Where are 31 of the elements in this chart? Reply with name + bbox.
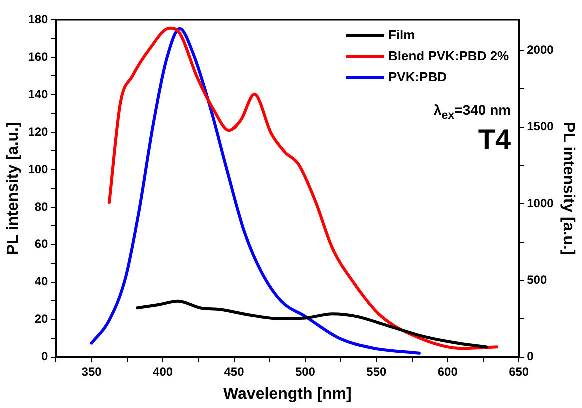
y-tick-label: 160 <box>28 50 49 64</box>
y-tick-label: 20 <box>34 312 49 326</box>
y-tick-label: 120 <box>28 124 49 139</box>
x-tick-label: 550 <box>366 364 388 379</box>
y-tick-label: 40 <box>34 274 49 289</box>
y-tick-label: 80 <box>34 200 49 214</box>
x-tick-label: 350 <box>82 364 102 379</box>
line-series <box>136 300 488 349</box>
y-tick-label: 60 <box>34 237 49 252</box>
legend-label: PVK:PBD <box>388 70 447 85</box>
y2-tick-label: 500 <box>527 273 548 288</box>
y2-axis-title: PL intensity [a.u.] <box>560 122 577 256</box>
legend-label: Blend PVK:PBD 2% <box>388 48 510 64</box>
y2-tick-label: 2000 <box>527 42 554 57</box>
x-tick-label: 600 <box>438 364 458 379</box>
y2-tick-label: 1500 <box>527 120 554 134</box>
annotation: λ$_{ex}$=340 nm <box>434 102 512 122</box>
x-tick-label: 500 <box>295 364 316 379</box>
legend-label: Film <box>388 28 416 43</box>
y-tick-label: 140 <box>28 87 49 102</box>
y-tick-label: 100 <box>28 162 49 176</box>
x-tick-label: 400 <box>153 364 174 379</box>
x-tick-label: 450 <box>224 364 245 379</box>
y-axis-title: PL intensity [a.u.] <box>5 122 22 256</box>
x-tick-label: 650 <box>509 364 530 379</box>
y2-tick-label: 1000 <box>527 196 554 210</box>
annotation: T4 <box>478 124 512 156</box>
y-tick-label: 0 <box>42 350 49 364</box>
x-axis-title: Wavelength [nm] <box>224 386 352 403</box>
y-tick-label: 180 <box>28 12 49 26</box>
y2-tick-label: 0 <box>527 350 534 364</box>
